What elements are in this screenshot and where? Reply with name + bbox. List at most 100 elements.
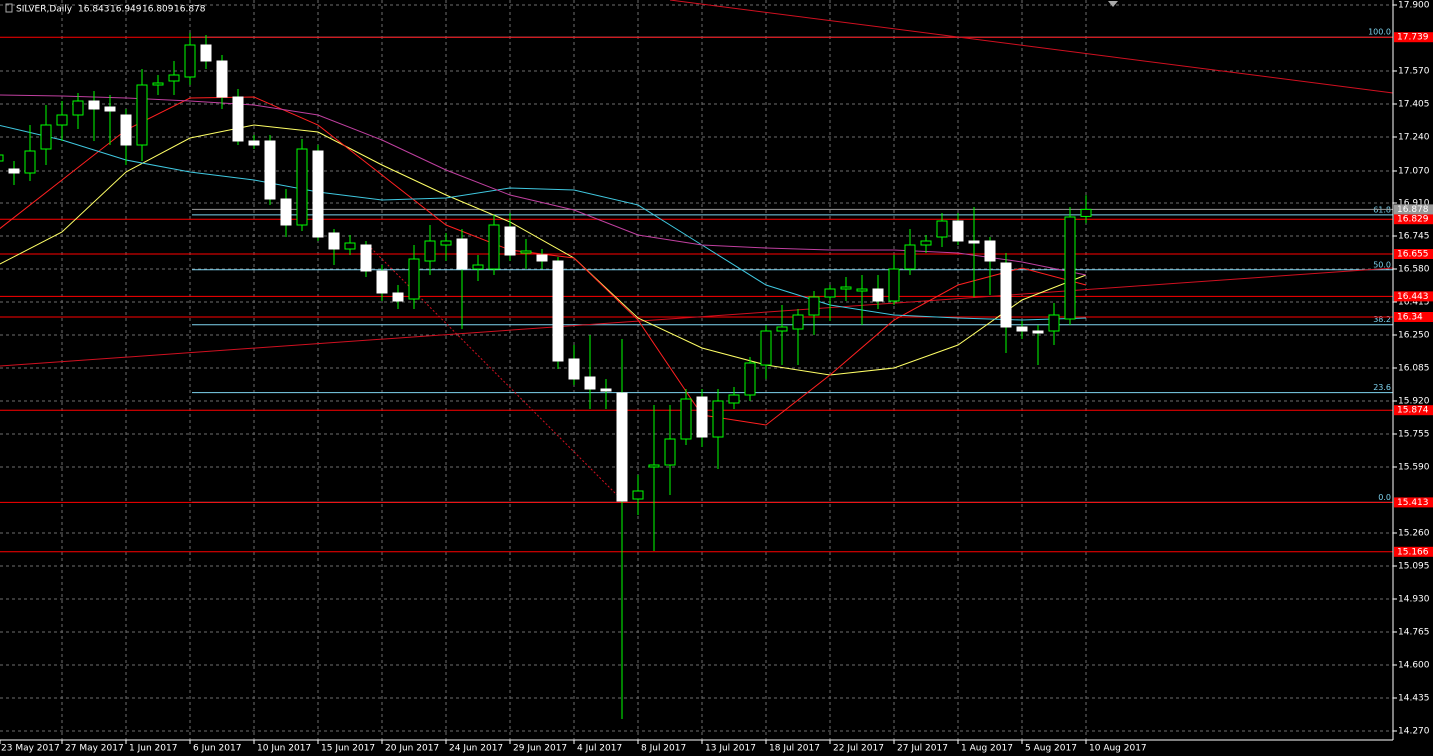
- level-label: 17.739: [1397, 33, 1429, 43]
- candle-body: [200, 44, 212, 62]
- level-label: 16.443: [1397, 292, 1429, 302]
- candle-body: [312, 150, 324, 238]
- x-tick-label: 27 May 2017: [65, 744, 124, 754]
- grid: [0, 0, 1393, 740]
- candle-body: [168, 74, 180, 82]
- candle-body: [328, 232, 340, 250]
- candle-body: [712, 400, 724, 438]
- x-tick-label: 22 Jul 2017: [833, 744, 884, 754]
- fib-label: 38.2: [1373, 315, 1391, 324]
- y-tick-label: 15.755: [1398, 430, 1430, 440]
- candle-body: [584, 376, 596, 390]
- candle-body: [488, 224, 500, 270]
- level-label: 16.655: [1397, 250, 1429, 260]
- y-tick-label: 14.765: [1398, 628, 1430, 638]
- candle-body: [232, 96, 244, 142]
- level-label: 15.413: [1397, 498, 1429, 508]
- x-tick-label: 15 Jun 2017: [321, 744, 375, 754]
- level-tag: [1394, 405, 1433, 416]
- candle-body: [872, 288, 884, 302]
- candle-body: [696, 396, 708, 438]
- header-high: 16.949: [110, 5, 142, 15]
- shift-marker: [1108, 1, 1118, 7]
- fib-label: 100.0: [1368, 28, 1391, 37]
- candle-body: [888, 268, 900, 302]
- candle-body: [392, 292, 404, 302]
- level-tag: [1394, 497, 1433, 508]
- y-tick-label: 15.590: [1398, 463, 1430, 473]
- candle-body: [376, 270, 388, 294]
- candle-body: [984, 240, 996, 262]
- y-tick-label: 15.920: [1398, 397, 1430, 407]
- level-tag: [1394, 32, 1433, 43]
- y-tick-label: 14.435: [1398, 694, 1430, 704]
- x-tick-label: 23 May 2017: [1, 744, 60, 754]
- candles: [0, 33, 1092, 719]
- level-tag: [1394, 546, 1433, 557]
- candle-body: [792, 314, 804, 330]
- x-tick-label: 5 Aug 2017: [1025, 744, 1077, 754]
- candle-body: [152, 82, 164, 86]
- x-tick-label: 10 Aug 2017: [1089, 744, 1147, 754]
- level-tag: [1394, 214, 1433, 225]
- candle-body: [8, 168, 20, 174]
- trend-line: [0, 267, 1394, 367]
- candle-body: [840, 286, 852, 290]
- candle-body: [72, 100, 84, 116]
- x-tick-label: 4 Jul 2017: [577, 744, 622, 754]
- y-tick-label: 14.600: [1398, 661, 1430, 671]
- candle-body: [264, 140, 276, 200]
- candle-body: [472, 264, 484, 270]
- y-tick-label: 16.085: [1398, 364, 1430, 374]
- candle-body: [440, 240, 452, 246]
- fib-label: 61.8: [1373, 205, 1391, 214]
- candle-body: [936, 220, 948, 238]
- candle-body: [616, 392, 628, 502]
- candle-body: [856, 288, 868, 292]
- moving-average: [0, 124, 1087, 321]
- y-tick-label: 17.900: [1398, 1, 1430, 11]
- x-tick-label: 10 Jun 2017: [257, 744, 311, 754]
- candle-body: [968, 240, 980, 244]
- candle-body: [136, 84, 148, 146]
- candle-body: [1064, 216, 1076, 320]
- fib-label: 50.0: [1373, 260, 1391, 269]
- candle-body: [40, 124, 52, 150]
- candle-body: [104, 106, 116, 112]
- candle-body: [600, 388, 612, 392]
- candle-body: [408, 258, 420, 300]
- candle-body: [120, 114, 132, 146]
- fib-label: 23.6: [1373, 383, 1391, 392]
- y-tick-label: 17.240: [1398, 133, 1430, 143]
- candle-body: [920, 240, 932, 246]
- candle-body: [1000, 262, 1012, 328]
- candle-body: [760, 330, 772, 366]
- candle-body: [424, 240, 436, 262]
- x-tick-label: 6 Jun 2017: [193, 744, 241, 754]
- y-tick-label: 16.415: [1398, 298, 1430, 308]
- chart-title: SILVER,Daily: [16, 5, 73, 15]
- y-tick-label: 16.580: [1398, 265, 1430, 275]
- y-tick-label: 16.250: [1398, 331, 1430, 341]
- candle-body: [744, 362, 756, 396]
- candle-body: [88, 100, 100, 110]
- candle-body: [216, 60, 228, 98]
- x-tick-label: 18 Jul 2017: [769, 744, 820, 754]
- candle-body: [536, 254, 548, 262]
- candle-body: [552, 260, 564, 362]
- header-low: 16.809: [142, 5, 174, 15]
- candle-body: [904, 244, 916, 270]
- y-tick-label: 17.070: [1398, 167, 1430, 177]
- level-label: 15.874: [1397, 406, 1429, 416]
- x-tick-label: 20 Jun 2017: [385, 744, 439, 754]
- level-label: 15.166: [1397, 547, 1429, 557]
- moving-average: [0, 124, 1087, 376]
- header-close: 16.878: [174, 5, 206, 15]
- candle-body: [680, 398, 692, 440]
- trend-line: [669, 0, 1394, 94]
- symbol-icon: [5, 3, 13, 13]
- candle-body: [344, 242, 356, 250]
- candle-body: [296, 148, 308, 226]
- price-label: 16.878: [1397, 205, 1429, 215]
- candle-body: [568, 358, 580, 380]
